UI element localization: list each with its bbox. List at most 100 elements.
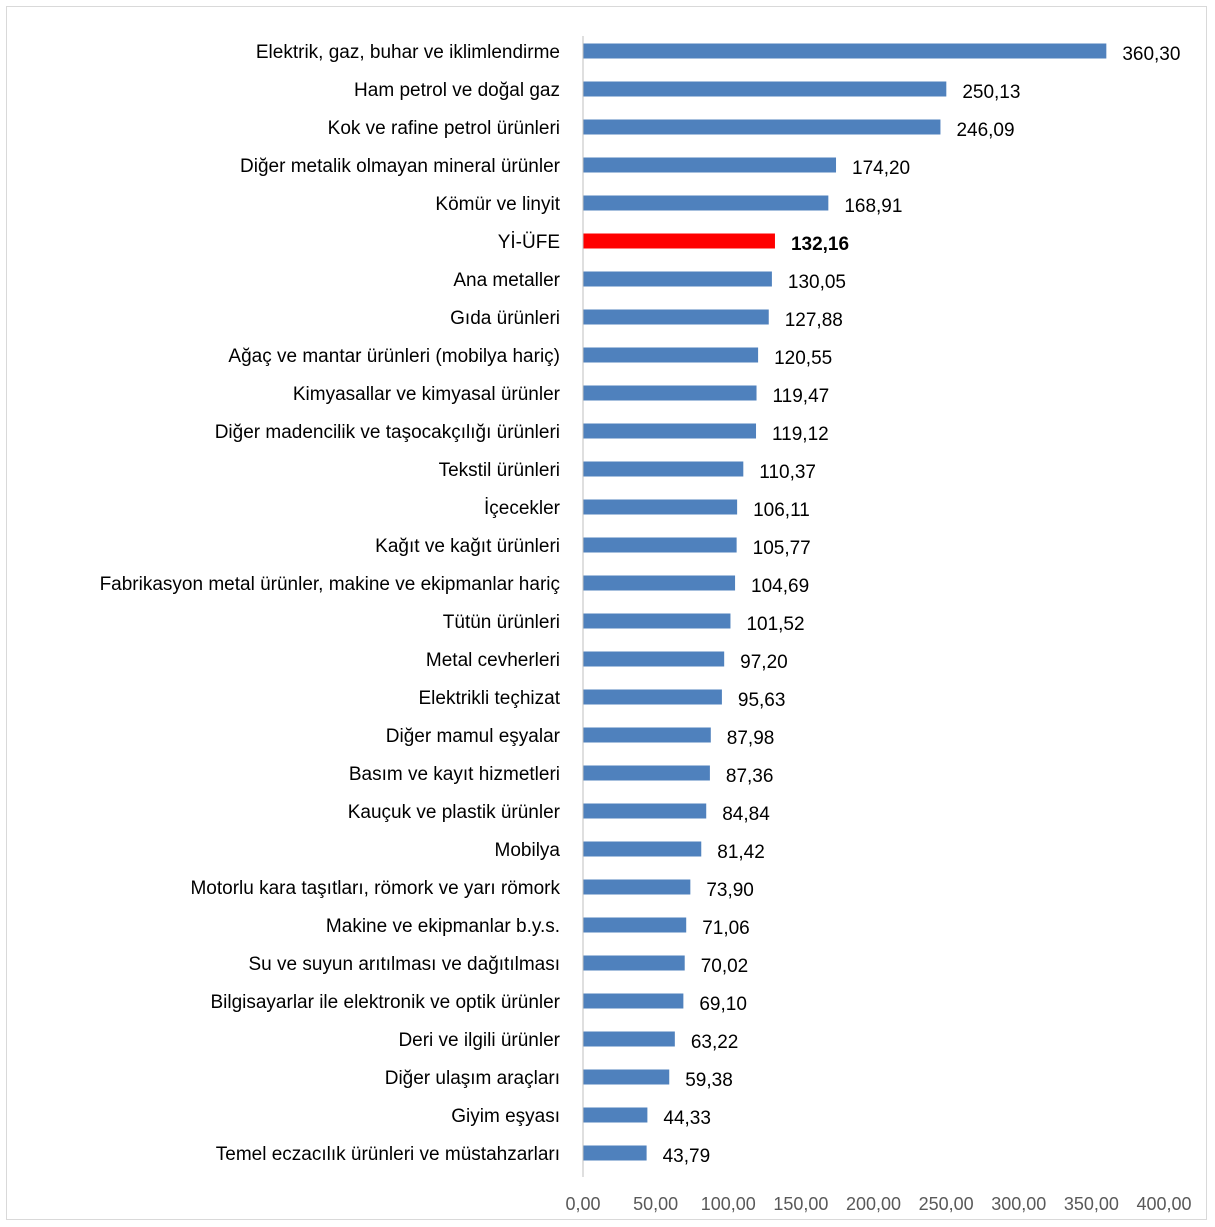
value-label: 174,20 <box>852 158 910 179</box>
category-label: Su ve suyun arıtılması ve dağıtılması <box>248 954 560 975</box>
bar-13 <box>583 499 738 515</box>
value-label: 101,52 <box>746 614 804 635</box>
value-label: 87,98 <box>727 728 775 749</box>
bar-8 <box>583 309 769 325</box>
bar-1 <box>583 43 1107 59</box>
bar-15 <box>583 575 736 591</box>
bar-22 <box>583 841 702 857</box>
category-label: Fabrikasyon metal ürünler, makine ve eki… <box>100 574 560 595</box>
value-label: 69,10 <box>699 994 747 1015</box>
x-tick-label: 50,00 <box>633 1194 678 1214</box>
value-label: 119,12 <box>772 424 829 445</box>
x-tick-label: 400,00 <box>1136 1194 1191 1214</box>
category-label: Gıda ürünleri <box>450 308 560 329</box>
category-label: Kimyasallar ve kimyasal ürünler <box>293 384 561 405</box>
category-label: Temel eczacılık ürünleri ve müstahzarlar… <box>216 1144 560 1165</box>
category-label: İçecekler <box>484 498 561 519</box>
value-label: 71,06 <box>702 918 750 939</box>
bar-19 <box>583 727 711 743</box>
value-label: 119,47 <box>773 386 830 407</box>
value-label: 73,90 <box>706 880 754 901</box>
bar-2 <box>583 81 947 97</box>
bars-group <box>583 43 1107 1161</box>
value-labels: 360,30 250,13 246,09 174,20 168,91 132,16 130,… <box>663 44 1181 1167</box>
value-label: 70,02 <box>701 956 749 977</box>
bar-18 <box>583 689 722 705</box>
value-label: 120,55 <box>774 348 832 369</box>
bar-3 <box>583 119 941 135</box>
bar-30 <box>583 1145 647 1161</box>
bar-6 <box>583 233 775 249</box>
bar-23 <box>583 879 691 895</box>
category-labels: Elektrik, gaz, buhar ve iklimlendirme Ham… <box>100 42 561 1165</box>
value-label: 63,22 <box>691 1032 739 1053</box>
bar-7 <box>583 271 772 287</box>
category-label: Kömür ve linyit <box>435 194 560 215</box>
x-tick-label: 0,00 <box>565 1194 600 1214</box>
category-label: Basım ve kayıt hizmetleri <box>349 764 560 785</box>
bar-4 <box>583 157 837 173</box>
value-label: 127,88 <box>785 310 843 331</box>
bar-14 <box>583 537 737 553</box>
bar-11 <box>583 423 757 439</box>
category-label: Diğer mamul eşyalar <box>386 726 561 747</box>
category-label: Ağaç ve mantar ürünleri (mobilya hariç) <box>228 346 560 367</box>
bar-12 <box>583 461 744 477</box>
bar-17 <box>583 651 725 667</box>
bar-24 <box>583 917 687 933</box>
category-label: Tütün ürünleri <box>443 612 560 633</box>
category-label: Yİ-ÜFE <box>498 232 560 253</box>
category-label: Mobilya <box>495 840 561 861</box>
category-label: Diğer madencilik ve taşocakçılığı ürünle… <box>215 422 560 443</box>
value-label: 95,63 <box>738 690 786 711</box>
value-label: 97,20 <box>740 652 788 673</box>
bar-28 <box>583 1069 670 1085</box>
category-label: Tekstil ürünleri <box>439 460 560 481</box>
x-axis-tick-labels: 0,00 50,00 100,00 150,00 200,00 250,00 300,00 3… <box>565 1194 1191 1214</box>
bar-5 <box>583 195 829 211</box>
bar-25 <box>583 955 685 971</box>
x-tick-label: 300,00 <box>991 1194 1046 1214</box>
value-label: 246,09 <box>956 120 1014 141</box>
category-label: Metal cevherleri <box>426 650 560 671</box>
bar-10 <box>583 385 757 401</box>
value-label: 105,77 <box>753 538 811 559</box>
category-label: Ham petrol ve doğal gaz <box>354 80 560 101</box>
bar-21 <box>583 803 707 819</box>
bar-26 <box>583 993 684 1009</box>
category-label: Elektrikli teçhizat <box>419 688 561 709</box>
bar-29 <box>583 1107 648 1123</box>
category-label: Bilgisayarlar ile elektronik ve optik ür… <box>210 992 560 1013</box>
value-label: 81,42 <box>717 842 765 863</box>
category-label: Kağıt ve kağıt ürünleri <box>375 536 560 557</box>
category-label: Ana metaller <box>453 270 560 291</box>
value-label: 168,91 <box>844 196 902 217</box>
value-label: 43,79 <box>663 1146 711 1167</box>
value-label: 84,84 <box>722 804 770 825</box>
bar-27 <box>583 1031 675 1047</box>
value-label: 250,13 <box>962 82 1020 103</box>
category-label: Elektrik, gaz, buhar ve iklimlendirme <box>256 42 560 63</box>
category-label: Giyim eşyası <box>451 1106 560 1127</box>
category-label: Diğer metalik olmayan mineral ürünler <box>240 156 561 177</box>
category-label: Kok ve rafine petrol ürünleri <box>328 118 560 139</box>
value-label: 130,05 <box>788 272 846 293</box>
value-label: 104,69 <box>751 576 809 597</box>
x-tick-label: 350,00 <box>1064 1194 1119 1214</box>
category-label: Deri ve ilgili ürünler <box>398 1030 560 1051</box>
value-label: 110,37 <box>759 462 816 483</box>
bar-9 <box>583 347 759 363</box>
value-label: 44,33 <box>663 1108 711 1129</box>
category-label: Motorlu kara taşıtları, römork ve yarı r… <box>190 878 560 899</box>
bar-20 <box>583 765 710 781</box>
category-label: Kauçuk ve plastik ürünler <box>348 802 561 823</box>
value-label: 87,36 <box>726 766 774 787</box>
category-label: Diğer ulaşım araçları <box>385 1068 560 1089</box>
category-label: Makine ve ekipmanlar b.y.s. <box>326 916 560 937</box>
value-label: 59,38 <box>685 1070 733 1091</box>
x-tick-label: 150,00 <box>773 1194 828 1214</box>
x-tick-label: 100,00 <box>701 1194 756 1214</box>
value-label: 360,30 <box>1122 44 1180 65</box>
x-tick-label: 250,00 <box>919 1194 974 1214</box>
